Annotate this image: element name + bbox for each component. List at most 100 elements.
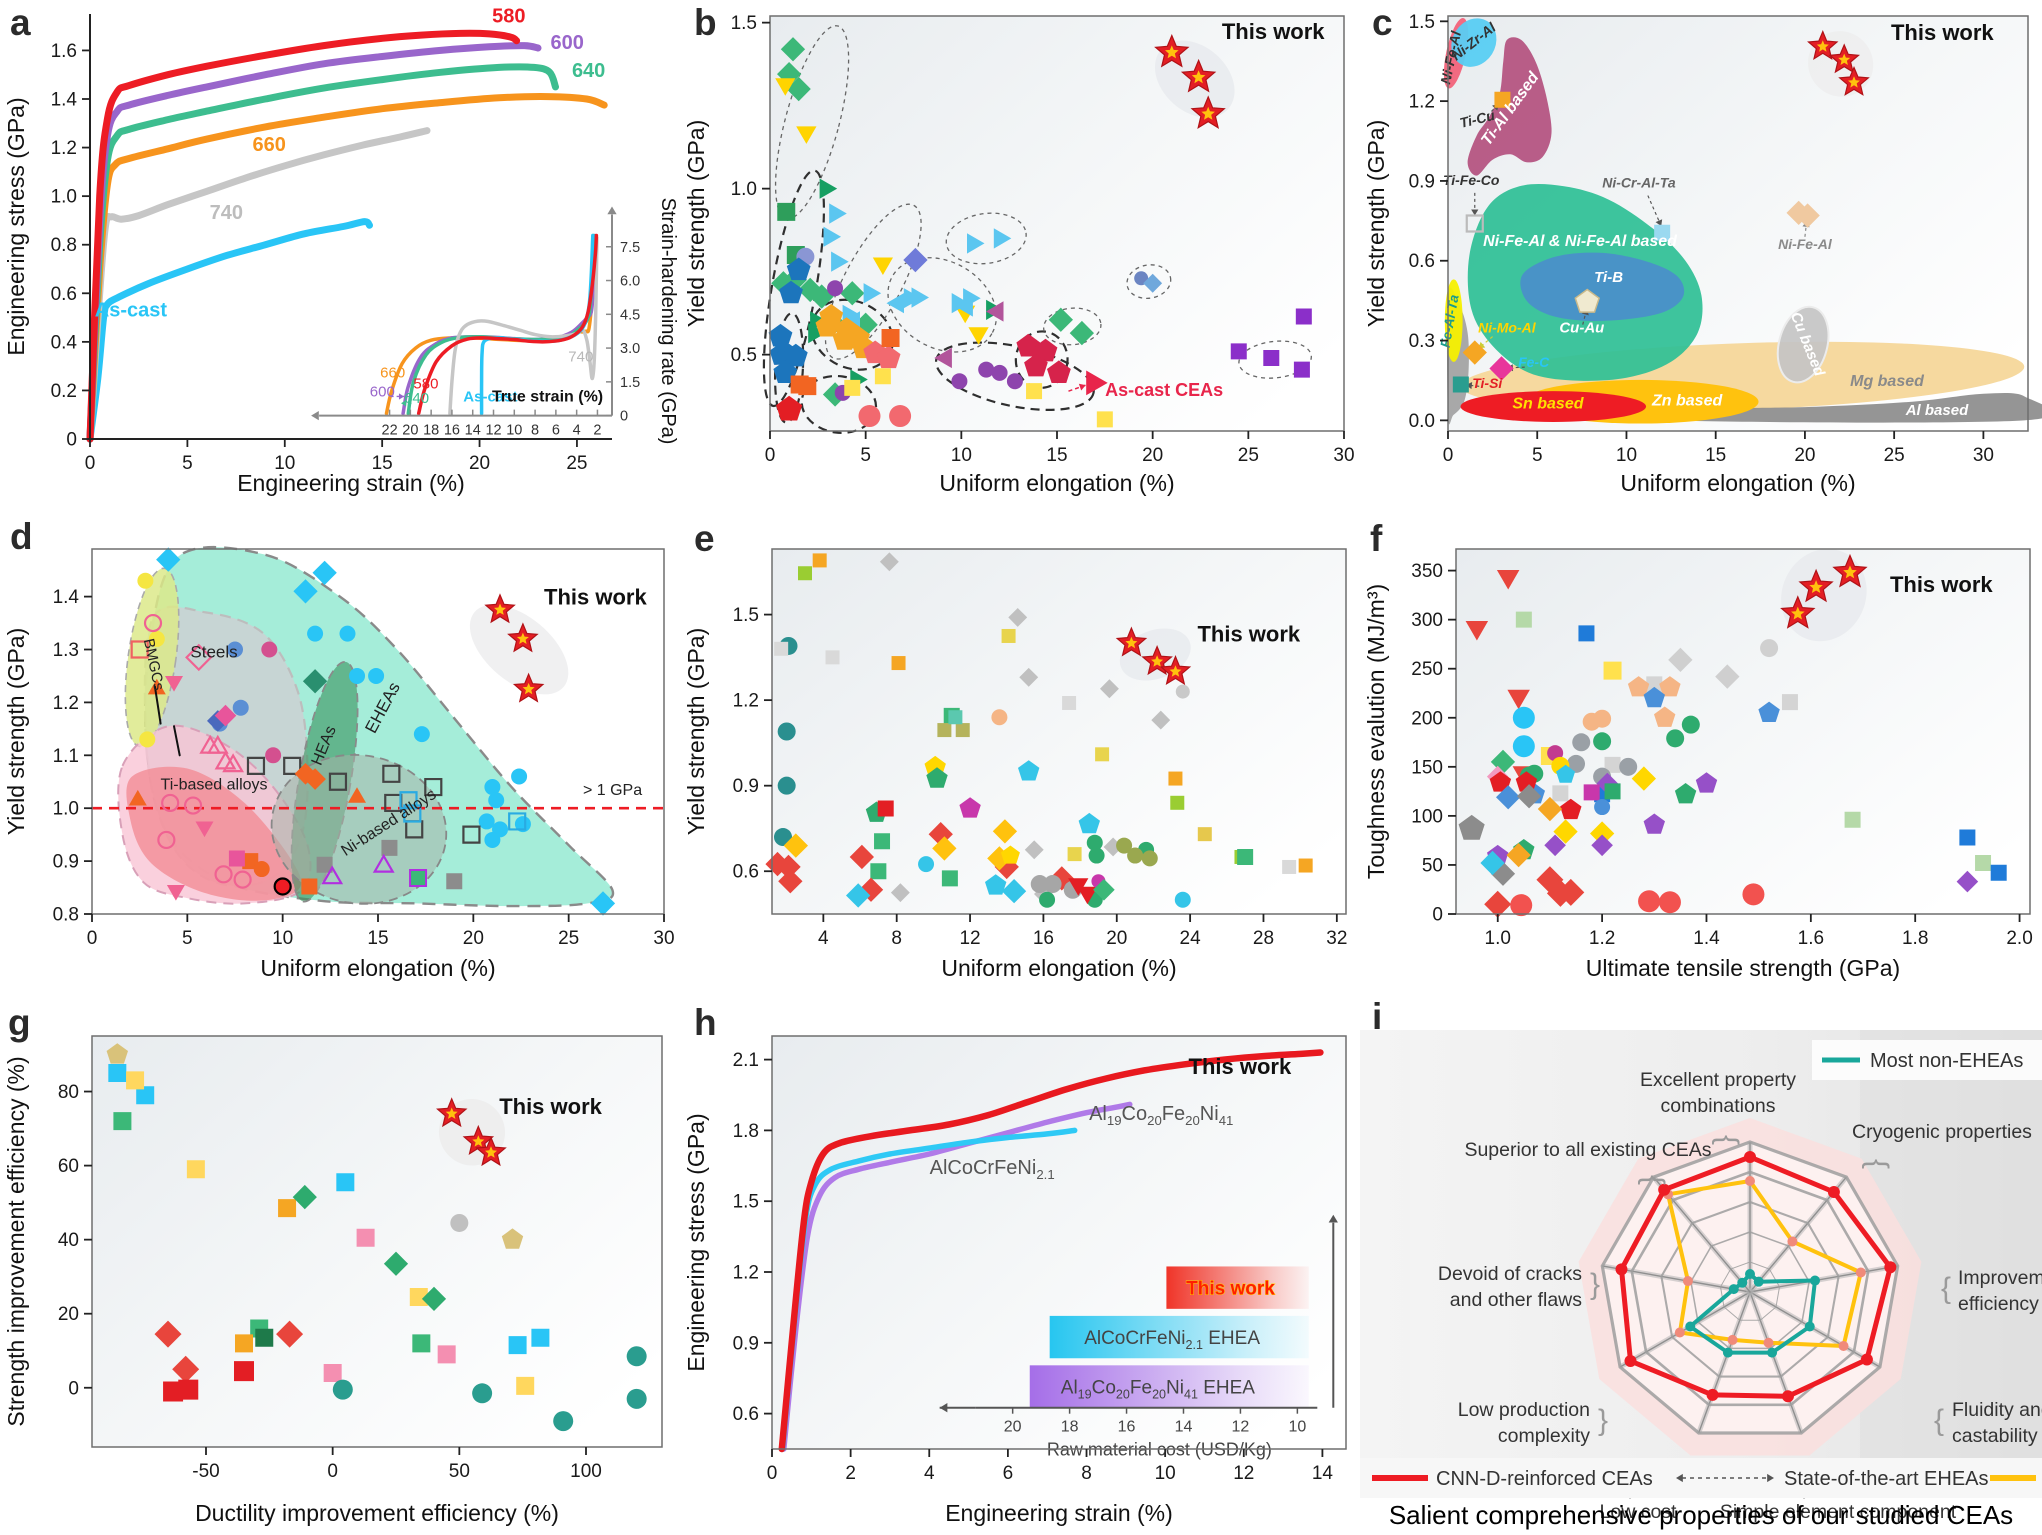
svg-text:{: { [1637, 1175, 1670, 1185]
svg-text:12: 12 [485, 423, 501, 439]
svg-text:10: 10 [1288, 1419, 1306, 1436]
svg-text:25: 25 [1238, 445, 1259, 466]
svg-text:2.1: 2.1 [733, 1050, 759, 1071]
svg-text:25: 25 [566, 453, 587, 474]
svg-text:10: 10 [506, 423, 522, 439]
svg-text:Engineering stress (GPa): Engineering stress (GPa) [683, 1113, 709, 1371]
svg-text:25: 25 [1884, 445, 1905, 466]
svg-text:{: { [1711, 1135, 1744, 1145]
svg-text:300: 300 [1411, 610, 1443, 631]
svg-text:8: 8 [1081, 1463, 1092, 1484]
svg-text:Ni-Cr-Al-Ta: Ni-Cr-Al-Ta [1602, 175, 1676, 191]
svg-text:80: 80 [58, 1082, 79, 1103]
svg-text:0.6: 0.6 [51, 284, 77, 305]
svg-text:0: 0 [620, 409, 628, 425]
svg-text:7.5: 7.5 [620, 240, 640, 256]
svg-text:1.2: 1.2 [1409, 92, 1435, 113]
svg-text:This work: This work [1189, 1054, 1292, 1079]
svg-text:0.6: 0.6 [733, 862, 759, 883]
svg-text:6.0: 6.0 [620, 274, 640, 290]
svg-text:100: 100 [1411, 806, 1443, 827]
svg-text:0: 0 [66, 430, 77, 451]
svg-text:{: { [1861, 1159, 1894, 1169]
svg-text:Improvement: Improvement [1958, 1267, 2042, 1289]
svg-text:{: { [1941, 1272, 1951, 1305]
svg-text:Uniform elongation (%): Uniform elongation (%) [941, 955, 1176, 981]
svg-text:3.0: 3.0 [620, 341, 640, 357]
svg-text:2.0: 2.0 [2006, 928, 2032, 949]
svg-text:Uniform elongation (%): Uniform elongation (%) [260, 955, 495, 981]
svg-text:Low cost: Low cost [1600, 1501, 1678, 1523]
svg-text:24: 24 [1180, 928, 1202, 949]
svg-text:0: 0 [327, 1461, 338, 1482]
svg-text:Uniform elongation (%): Uniform elongation (%) [939, 470, 1174, 496]
svg-text:10: 10 [1155, 1463, 1176, 1484]
svg-text:0.4: 0.4 [51, 332, 78, 353]
svg-text:20: 20 [402, 423, 418, 439]
svg-text:1.6: 1.6 [1798, 928, 1824, 949]
svg-text:10: 10 [951, 445, 972, 466]
svg-text:6: 6 [1003, 1463, 1014, 1484]
svg-text:20: 20 [1794, 445, 1815, 466]
svg-text:This work: This work [499, 1094, 602, 1119]
svg-text:740: 740 [568, 349, 593, 366]
svg-text:150: 150 [1411, 757, 1443, 778]
svg-text:8: 8 [531, 423, 539, 439]
panel-h-letter: h [694, 1002, 717, 1043]
panel-e-letter: e [694, 518, 715, 559]
svg-text:0.9: 0.9 [53, 852, 79, 873]
svg-text:Ni-Mo-Al: Ni-Mo-Al [1478, 320, 1537, 336]
svg-text:This work: This work [1222, 19, 1325, 44]
svg-text:4: 4 [924, 1463, 935, 1484]
svg-text:Fluidity and: Fluidity and [1952, 1399, 2042, 1421]
svg-text:28: 28 [1253, 928, 1274, 949]
svg-text:0.8: 0.8 [51, 235, 77, 256]
svg-text:2: 2 [845, 1463, 856, 1484]
svg-text:Simple element component: Simple element component [1720, 1501, 1957, 1523]
svg-text:10: 10 [1616, 445, 1637, 466]
svg-text:20: 20 [469, 453, 490, 474]
svg-text:1.2: 1.2 [53, 693, 79, 714]
svg-text:0.0: 0.0 [1409, 411, 1435, 432]
svg-text:1.4: 1.4 [1693, 928, 1720, 949]
svg-text:15: 15 [367, 928, 388, 949]
svg-text:AlCoCrFeNi2.1 EHEA: AlCoCrFeNi2.1 EHEA [1084, 1328, 1260, 1352]
svg-text:CNN-D-reinforced CEAs: CNN-D-reinforced CEAs [1436, 1468, 1653, 1490]
svg-text:Excellent property: Excellent property [1640, 1069, 1796, 1091]
svg-text:6: 6 [552, 423, 560, 439]
svg-text:Al19Co20Fe20Ni41 EHEA: Al19Co20Fe20Ni41 EHEA [1061, 1378, 1256, 1402]
panel-i-radar-chart: Excellent property combinations {Cryogenic… [1360, 1030, 2042, 1530]
svg-text:1.5: 1.5 [733, 605, 759, 626]
svg-text:660: 660 [380, 364, 405, 381]
svg-text:{: { [1934, 1404, 1944, 1437]
svg-text:1.8: 1.8 [733, 1121, 759, 1142]
svg-text:30: 30 [653, 928, 674, 949]
svg-text:1.8: 1.8 [1902, 928, 1928, 949]
panel-c-letter: c [1372, 2, 1393, 43]
svg-text:1.2: 1.2 [1589, 928, 1615, 949]
svg-text:Fe-C: Fe-C [1518, 354, 1550, 370]
svg-text:15: 15 [372, 453, 393, 474]
svg-text:8: 8 [891, 928, 902, 949]
svg-text:1.4: 1.4 [53, 587, 80, 608]
svg-text:0: 0 [1443, 445, 1454, 466]
panel-h-stress-strain-cost-chart: This work Al19Co20Fe20Ni41 AlCoCrFeNi2.1 Al… [683, 1035, 1347, 1526]
svg-text:This work: This work [1197, 622, 1300, 647]
svg-text:This work: This work [1891, 20, 1994, 45]
svg-text:14: 14 [1175, 1419, 1193, 1436]
svg-text:16: 16 [1033, 928, 1054, 949]
svg-text:16: 16 [444, 423, 460, 439]
svg-text:Al based: Al based [1905, 402, 1969, 419]
panel-f-letter: f [1370, 518, 1383, 559]
panel-f-toughness-uts-chart: This work 1.0 1.2 1.4 1.6 1.8 2.0 0 50 100 150 200 2… [1363, 548, 2033, 981]
svg-text:600: 600 [370, 383, 395, 400]
svg-text:castability: castability [1952, 1425, 2038, 1447]
svg-text:20: 20 [463, 928, 484, 949]
svg-text:and other flaws: and other flaws [1450, 1289, 1582, 1311]
svg-text:640: 640 [572, 60, 605, 82]
svg-text:0.8: 0.8 [53, 905, 79, 926]
svg-text:Ti-based alloys: Ti-based alloys [161, 777, 268, 794]
svg-text:30: 30 [1973, 445, 1994, 466]
